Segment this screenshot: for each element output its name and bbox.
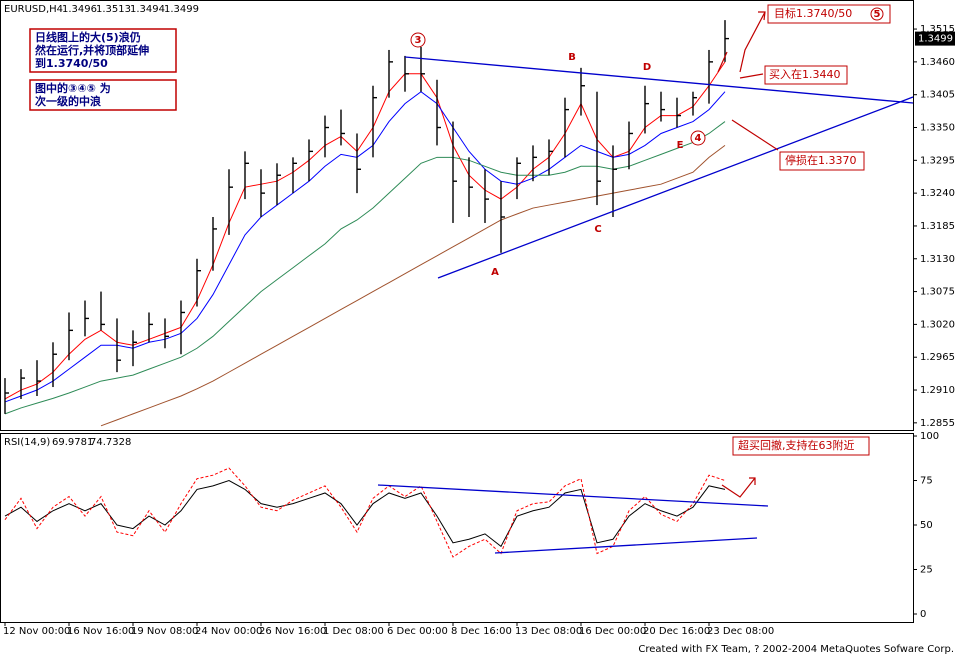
trend-line [377, 484, 769, 507]
rsi-panel [0, 433, 914, 623]
x-tick-label: 13 Dec 08:00 [515, 626, 582, 637]
note-line: 图中的③④⑤ 为 [35, 81, 111, 95]
x-tick-label: 20 Dec 16:00 [643, 626, 710, 637]
wave-label: E [677, 140, 684, 151]
trend-line [437, 96, 914, 279]
wave-circle [870, 7, 884, 21]
wave-circle [690, 130, 706, 146]
note-box [29, 79, 177, 111]
x-tick-label: 16 Nov 16:00 [67, 626, 134, 637]
series-line [100, 145, 726, 427]
arrow [717, 51, 728, 73]
arrow [731, 119, 779, 151]
arrow-head [758, 11, 766, 21]
x-tick-label: 12 Nov 00:00 [3, 626, 70, 637]
wave-label: 3 [415, 35, 422, 46]
y-tick-label: 75 [920, 476, 933, 487]
stop-note: 停损在1.3370 [785, 153, 857, 167]
y-tick-label: 1.3295 [920, 155, 955, 166]
rsi-title: RSI(14,9) [4, 437, 50, 448]
wave-label: D [643, 62, 651, 73]
x-tick-label: 1 Dec 08:00 [323, 626, 384, 637]
note-box [779, 151, 865, 171]
x-tick-label: 24 Nov 00:00 [195, 626, 262, 637]
series-line [4, 467, 726, 558]
wave-label: A [491, 267, 499, 278]
note-box [764, 65, 848, 85]
last-price-label: 1.3499 [918, 34, 953, 45]
y-tick-label: 1.3240 [920, 188, 955, 199]
wave-label: B [568, 52, 576, 63]
y-tick-label: 50 [920, 520, 933, 531]
x-tick-label: 16 Dec 00:00 [579, 626, 646, 637]
x-tick-label: 23 Dec 08:00 [707, 626, 774, 637]
y-tick-label: 100 [920, 431, 939, 442]
y-tick-label: 0 [920, 609, 926, 620]
note-box [732, 436, 870, 456]
plot-layer: 1.3515 1.3460 1.3405 1.3350 1.3295 1.3240 1.31… [3, 20, 955, 637]
note-box [767, 4, 891, 24]
wave-circle [410, 32, 426, 48]
y-tick-label: 1.3020 [920, 319, 955, 330]
arrow-head [749, 477, 756, 485]
y-tick-label: 1.3460 [920, 57, 955, 68]
y-tick-label: 1.2910 [920, 385, 955, 396]
note-line: 次一级的中浪 [35, 94, 101, 108]
arrow [739, 11, 766, 73]
wave-label: C [594, 224, 601, 235]
arrows [717, 11, 779, 498]
x-tick-label: 26 Nov 16:00 [259, 626, 326, 637]
arrow [739, 73, 764, 79]
symbol-title: EURUSD,H4 [4, 4, 63, 15]
target-note: 目标1.3740/50 [774, 6, 852, 20]
quote-open: 1.3496 [62, 4, 97, 15]
note-line: 日线图上的大(5)浪仍 [35, 30, 141, 44]
last-price-box [915, 31, 955, 46]
wave-label: 5 [874, 9, 881, 20]
trend-line [404, 56, 914, 104]
x-tick-label: 19 Nov 08:00 [131, 626, 198, 637]
quote-high: 1.3513 [96, 4, 131, 15]
y-tick-label: 1.3405 [920, 90, 955, 101]
footer: Created with FX Team, ? 2002-2004 MetaQu… [638, 644, 954, 655]
note-box [29, 28, 177, 73]
y-tick-label: 1.3350 [920, 123, 955, 134]
x-tick-label: 8 Dec 16:00 [451, 626, 512, 637]
y-tick-label: 1.2855 [920, 418, 955, 429]
arrow [721, 477, 756, 498]
y-tick-label: 1.3075 [920, 287, 955, 298]
y-tick-label: 1.3185 [920, 221, 955, 232]
quote-low: 1.3494 [130, 4, 165, 15]
y-tick-label: 1.3515 [920, 24, 955, 35]
wave-label: 4 [695, 133, 702, 144]
note-line: 到1.3740/50 [35, 56, 108, 70]
y-tick-label: 1.3130 [920, 254, 955, 265]
series-line [4, 121, 726, 415]
buy-note: 买入在1.3440 [769, 68, 841, 81]
y-tick-label: 25 [920, 565, 933, 576]
y-tick-label: 1.2965 [920, 352, 955, 363]
series-line [4, 61, 726, 400]
trend-line [494, 537, 758, 554]
rsi-readout: 69.9781 [52, 437, 93, 448]
rsi-readout: 74.7328 [90, 437, 131, 448]
x-tick-label: 6 Dec 00:00 [387, 626, 448, 637]
series-line [4, 91, 726, 403]
note-line: 然在运行,并将顶部延伸 [35, 43, 149, 57]
rsi-note: 超买回撤,支持在63附近 [738, 438, 855, 452]
quote-close: 1.3499 [164, 4, 199, 15]
